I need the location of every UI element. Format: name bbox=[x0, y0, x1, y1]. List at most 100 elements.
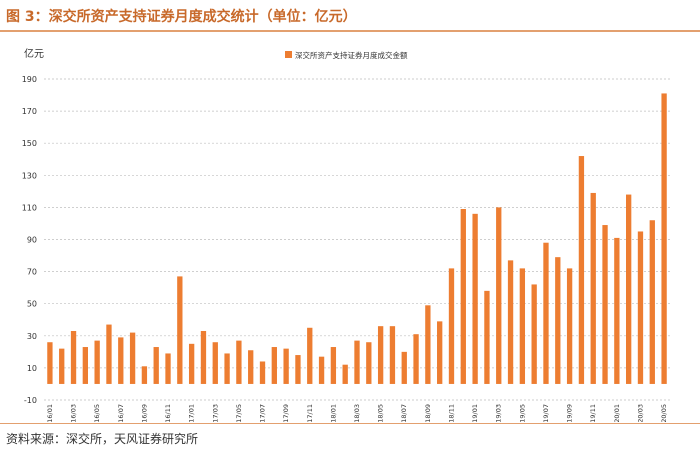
bar-18-11 bbox=[448, 268, 455, 384]
x-tick-label: 19/01 bbox=[471, 404, 479, 422]
bar-16-09 bbox=[141, 366, 148, 384]
x-tick-label: 19/03 bbox=[495, 404, 503, 422]
x-tick-label: 17/05 bbox=[235, 404, 243, 422]
bar-chart: 亿元 深交所资产支持证券月度成交金额 -10 10 30 50 70 90 110 130 15… bbox=[22, 47, 670, 422]
y-tick-label: 70 bbox=[27, 268, 37, 277]
legend-swatch bbox=[285, 51, 292, 58]
bar-20-04 bbox=[649, 220, 655, 384]
bar-19-12 bbox=[602, 225, 608, 384]
bar-series bbox=[47, 93, 667, 384]
y-tick-label: 30 bbox=[27, 332, 37, 341]
bar-16-05 bbox=[94, 340, 100, 384]
x-tick-label: 17/11 bbox=[306, 404, 314, 422]
bar-16-08 bbox=[129, 332, 136, 384]
title-bar: 图 3：深交所资产支持证券月度成交统计（单位：亿元） bbox=[0, 0, 700, 30]
x-tick-label: 17/07 bbox=[259, 404, 267, 422]
x-tick-label: 17/03 bbox=[211, 404, 219, 422]
bar-16-01 bbox=[47, 342, 53, 384]
bar-19-09 bbox=[566, 268, 573, 384]
x-tick-label: 17/01 bbox=[188, 404, 196, 422]
x-tick-label: 20/01 bbox=[613, 404, 621, 422]
bar-17-11 bbox=[307, 327, 313, 384]
bar-16-02 bbox=[59, 348, 65, 384]
x-tick-label: 18/05 bbox=[377, 404, 385, 422]
bar-18-06 bbox=[389, 326, 396, 384]
title-divider bbox=[0, 30, 700, 32]
y-tick-label: -10 bbox=[24, 396, 37, 405]
bar-17-02 bbox=[200, 330, 207, 384]
figure-title: 图 3：深交所资产支持证券月度成交统计（单位：亿元） bbox=[6, 9, 357, 25]
x-tick-label: 19/09 bbox=[566, 404, 574, 422]
y-tick-label: 130 bbox=[22, 171, 37, 180]
bar-17-09 bbox=[283, 348, 289, 384]
y-tick-label: 50 bbox=[27, 300, 37, 309]
bar-19-03 bbox=[496, 207, 502, 384]
y-axis-unit-label: 亿元 bbox=[24, 47, 44, 60]
bar-19-10 bbox=[578, 156, 585, 384]
chart-legend: 深交所资产支持证券月度成交金额 bbox=[285, 50, 408, 60]
bar-18-05 bbox=[377, 326, 384, 384]
bar-19-05 bbox=[519, 268, 526, 384]
bar-20-05 bbox=[661, 93, 667, 384]
bar-18-07 bbox=[401, 351, 407, 384]
bar-18-01 bbox=[330, 347, 337, 384]
x-tick-label: 20/05 bbox=[660, 404, 668, 422]
bar-16-06 bbox=[106, 324, 112, 384]
y-tick-label: 190 bbox=[22, 75, 37, 84]
bar-19-11 bbox=[590, 192, 596, 384]
bar-19-02 bbox=[484, 290, 490, 384]
y-tick-label: 110 bbox=[22, 203, 37, 212]
x-tick-label: 16/03 bbox=[70, 404, 78, 422]
bar-17-07 bbox=[259, 361, 266, 384]
bar-16-12 bbox=[177, 276, 183, 384]
x-axis-ticks: 16/01 16/03 16/05 16/07 16/09 16/11 17/01 17/03… bbox=[46, 404, 668, 422]
x-tick-label: 20/03 bbox=[636, 404, 644, 422]
x-tick-label: 19/07 bbox=[542, 404, 550, 422]
bar-17-03 bbox=[212, 342, 218, 384]
x-tick-label: 18/03 bbox=[353, 404, 361, 422]
bar-18-04 bbox=[366, 342, 372, 384]
source-note: 资料来源：深交所，天风证券研究所 bbox=[6, 432, 199, 446]
bar-18-09 bbox=[425, 305, 431, 384]
x-tick-label: 16/05 bbox=[93, 404, 101, 422]
y-tick-label: 10 bbox=[27, 364, 37, 373]
bar-19-04 bbox=[507, 260, 514, 384]
grid-lines bbox=[44, 78, 670, 401]
y-axis-ticks: -10 10 30 50 70 90 110 130 150 170 190 bbox=[22, 75, 37, 405]
bar-16-04 bbox=[82, 347, 88, 384]
footer-divider bbox=[0, 423, 700, 424]
bar-18-02 bbox=[342, 364, 348, 384]
bar-19-01 bbox=[472, 213, 478, 384]
y-tick-label: 90 bbox=[27, 236, 37, 245]
bar-17-12 bbox=[318, 356, 325, 384]
legend-label: 深交所资产支持证券月度成交金额 bbox=[295, 50, 408, 60]
bar-19-06 bbox=[531, 284, 537, 384]
bar-20-01 bbox=[614, 237, 620, 384]
bar-16-03 bbox=[70, 330, 77, 384]
bar-17-04 bbox=[224, 353, 230, 384]
bar-16-10 bbox=[153, 347, 159, 384]
x-tick-label: 16/01 bbox=[46, 404, 54, 422]
x-tick-label: 16/07 bbox=[117, 404, 125, 422]
bar-17-10 bbox=[295, 355, 301, 384]
bar-16-07 bbox=[118, 337, 124, 384]
bar-19-08 bbox=[555, 257, 561, 384]
bar-18-10 bbox=[437, 321, 443, 384]
x-tick-label: 19/11 bbox=[589, 404, 597, 422]
x-tick-label: 19/05 bbox=[518, 404, 526, 422]
bar-17-05 bbox=[236, 340, 242, 384]
bar-17-08 bbox=[271, 347, 277, 384]
bar-18-12 bbox=[460, 209, 466, 384]
bar-18-08 bbox=[413, 334, 419, 384]
x-tick-label: 18/09 bbox=[424, 404, 432, 422]
bar-18-03 bbox=[354, 340, 360, 384]
x-tick-label: 17/09 bbox=[282, 404, 290, 422]
bar-17-06 bbox=[248, 350, 254, 384]
x-tick-label: 16/11 bbox=[164, 404, 172, 422]
bar-16-11 bbox=[165, 353, 171, 384]
bar-20-02 bbox=[626, 194, 632, 384]
x-tick-label: 18/01 bbox=[329, 404, 337, 422]
y-tick-label: 150 bbox=[22, 139, 37, 148]
x-tick-label: 16/09 bbox=[140, 404, 148, 422]
bar-19-07 bbox=[543, 242, 549, 384]
